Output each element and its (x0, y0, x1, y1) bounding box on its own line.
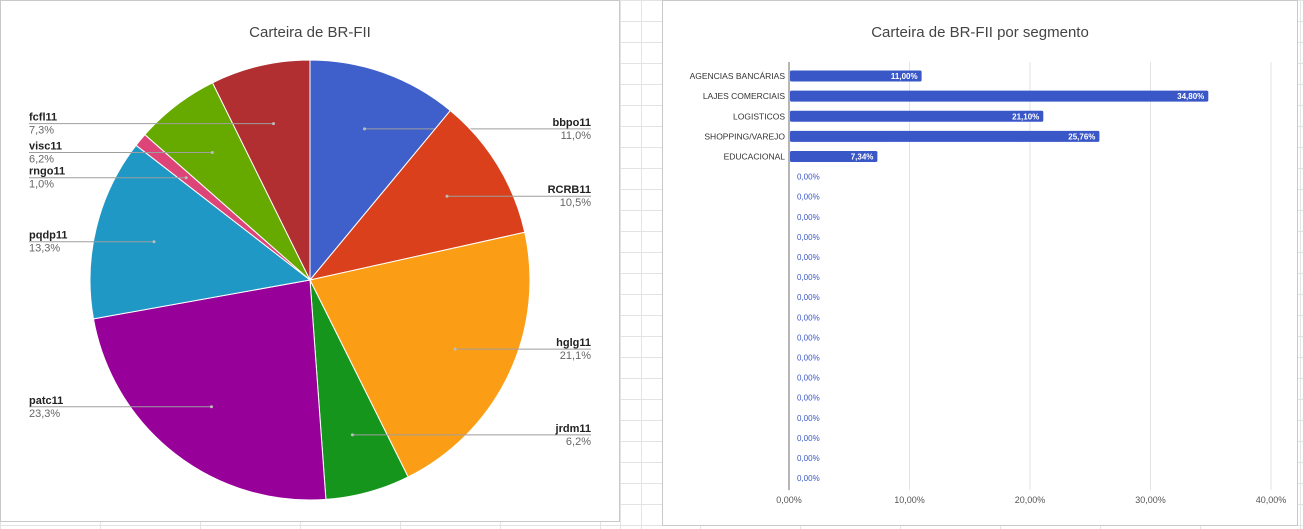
bar-logisticos[interactable] (790, 110, 1044, 122)
bar-value-label: 34,80% (1177, 92, 1204, 101)
pie-label-pqdp11: pqdp11 (29, 230, 68, 242)
bar-category-label: EDUCACIONAL (724, 152, 786, 162)
bar-value-label: 25,76% (1068, 132, 1095, 141)
pie-label-rngo11: rngo11 (29, 166, 65, 178)
bar-value-label: 0,00% (797, 173, 820, 182)
pie-slice-hglg11[interactable] (309, 231, 531, 478)
bar-chart-card[interactable]: Carteira de BR-FII por segmento 0,00% 10,… (662, 0, 1298, 526)
bar-value-label: 0,00% (797, 253, 820, 262)
pie-leader-dot-rcrb11 (445, 194, 449, 198)
pie-leader-dot-hglg11 (453, 347, 457, 351)
pie-value-jrdm11: 6,2% (566, 436, 591, 448)
pie-value-fcfl11: 7,3% (29, 125, 54, 137)
bar-value-label: 0,00% (797, 193, 820, 202)
pie-label-patc11: patc11 (29, 395, 63, 407)
bar-value-label: 0,00% (797, 454, 820, 463)
bar-value-label: 11,00% (891, 72, 918, 81)
bar-value-label: 7,34% (851, 153, 874, 162)
pie-leader-dot-pqdp11 (152, 240, 156, 244)
bar-category-label: AGENCIAS BANCÁRIAS (690, 71, 786, 81)
bar-value-label: 0,00% (797, 273, 820, 282)
pie-leader-dot-rngo11 (184, 176, 188, 180)
bar-x-tick-label: 40,00% (1256, 495, 1287, 505)
bar-value-label: 0,00% (797, 233, 820, 242)
spreadsheet-grid-strip (620, 0, 662, 529)
pie-value-patc11: 23,3% (29, 408, 60, 420)
pie-chart-card[interactable]: Carteira de BR-FII bbpo11 11,0% RCRB11 10,5… (0, 0, 620, 522)
pie-leader-dot-jrdm11 (350, 433, 354, 437)
bar-value-label: 0,00% (797, 374, 820, 383)
pie-label-hglg11: hglg11 (556, 337, 591, 349)
pie-leader-dot-visc11 (210, 151, 214, 154)
bar-chart-title: Carteira de BR-FII por segmento (871, 24, 1089, 41)
bar-chart: 0,00% 10,00% 20,00% 30,00% 40,00% AGENCIAS BA… (690, 62, 1287, 505)
pie-chart: bbpo1111,0%RCRB1110,5%hglg1121,1%jrdm116… (29, 59, 592, 501)
bar-lajes-comerciais[interactable] (790, 90, 1209, 102)
pie-leader-dot-patc11 (210, 405, 213, 409)
bar-educacional[interactable] (790, 151, 878, 162)
bar-category-label: LAJES COMERCIAIS (703, 91, 786, 101)
pie-value-rcrb11: 10,5% (560, 197, 591, 209)
pie-value-bbpo11: 11,0% (561, 130, 592, 142)
bar-value-label: 21,10% (1012, 112, 1039, 121)
pie-label-visc11: visc11 (29, 141, 62, 153)
pie-label-jrdm11: jrdm11 (555, 423, 591, 435)
pie-leader-dot-fcfl11 (272, 122, 275, 126)
pie-slice-pqdp11[interactable] (89, 144, 312, 320)
bar-x-tick-label: 20,00% (1015, 495, 1046, 505)
bar-value-label: 0,00% (797, 474, 820, 483)
bar-value-label: 0,00% (797, 414, 820, 423)
bar-x-tick-label: 10,00% (894, 495, 925, 505)
pie-value-rngo11: 1,0% (29, 179, 54, 191)
bar-value-label: 0,00% (797, 394, 820, 403)
pie-slice-bbpo11[interactable] (309, 59, 452, 282)
pie-value-visc11: 6,2% (29, 154, 54, 166)
bar-x-tick-label: 0,00% (776, 495, 802, 505)
pie-label-rcrb11: RCRB11 (548, 184, 591, 196)
bar-value-label: 0,00% (797, 354, 820, 363)
pie-chart-title: Carteira de BR-FII (249, 24, 371, 41)
pie-slice-patc11[interactable] (92, 279, 327, 501)
bar-shopping-varejo[interactable] (790, 130, 1100, 142)
pie-value-hglg11: 21,1% (560, 350, 591, 362)
pie-label-fcfl11: fcfl11 (29, 112, 57, 124)
bar-value-label: 0,00% (797, 313, 820, 322)
bar-value-label: 0,00% (797, 434, 820, 443)
pie-slice-fcfl11[interactable] (211, 59, 311, 281)
bar-category-label: SHOPPING/VAREJO (704, 131, 785, 141)
bar-value-label: 0,00% (797, 333, 820, 342)
bar-category-label: LOGISTICOS (733, 111, 785, 121)
bar-value-label: 0,00% (797, 293, 820, 302)
pie-leader-dot-bbpo11 (363, 127, 366, 131)
bar-value-label: 0,00% (797, 213, 820, 222)
pie-slice-rcrb11[interactable] (308, 109, 526, 281)
pie-label-bbpo11: bbpo11 (552, 117, 591, 129)
bar-agencias-banc-rias[interactable] (790, 70, 922, 82)
bar-x-tick-label: 30,00% (1135, 495, 1166, 505)
pie-value-pqdp11: 13,3% (29, 243, 60, 255)
